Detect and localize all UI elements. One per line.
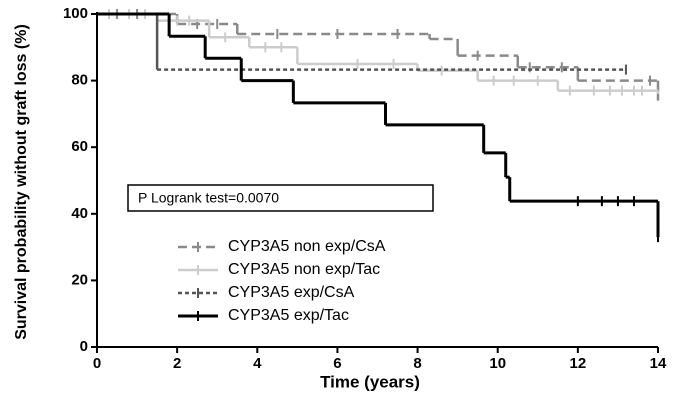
x-tick-label: 8	[413, 355, 421, 372]
y-axis-label: Survival probability without graft loss …	[13, 24, 30, 340]
x-tick-label: 12	[570, 355, 587, 372]
x-tick-label: 14	[650, 355, 667, 372]
x-tick-label: 6	[333, 355, 341, 372]
x-tick-label: 10	[489, 355, 506, 372]
annotation: P Logrank test=0.0070	[138, 190, 279, 206]
x-tick-label: 4	[253, 355, 262, 372]
x-tick-label: 0	[93, 355, 101, 372]
legend-label: CYP3A5 non exp/Tac	[228, 261, 380, 278]
y-tick-label: 80	[71, 72, 88, 89]
y-tick-label: 0	[80, 338, 88, 355]
annotation-box	[127, 184, 434, 212]
y-tick-label: 40	[71, 205, 88, 222]
legend-label: CYP3A5 non exp/CsA	[228, 238, 386, 255]
x-axis-label: Time (years)	[320, 372, 420, 391]
y-tick-label: 60	[71, 138, 88, 155]
legend-label: CYP3A5 exp/CsA	[228, 284, 355, 301]
y-tick-label: 20	[71, 271, 88, 288]
y-tick-label: 100	[63, 5, 88, 22]
x-tick-label: 2	[173, 355, 181, 372]
legend-label: CYP3A5 exp/Tac	[228, 307, 349, 324]
